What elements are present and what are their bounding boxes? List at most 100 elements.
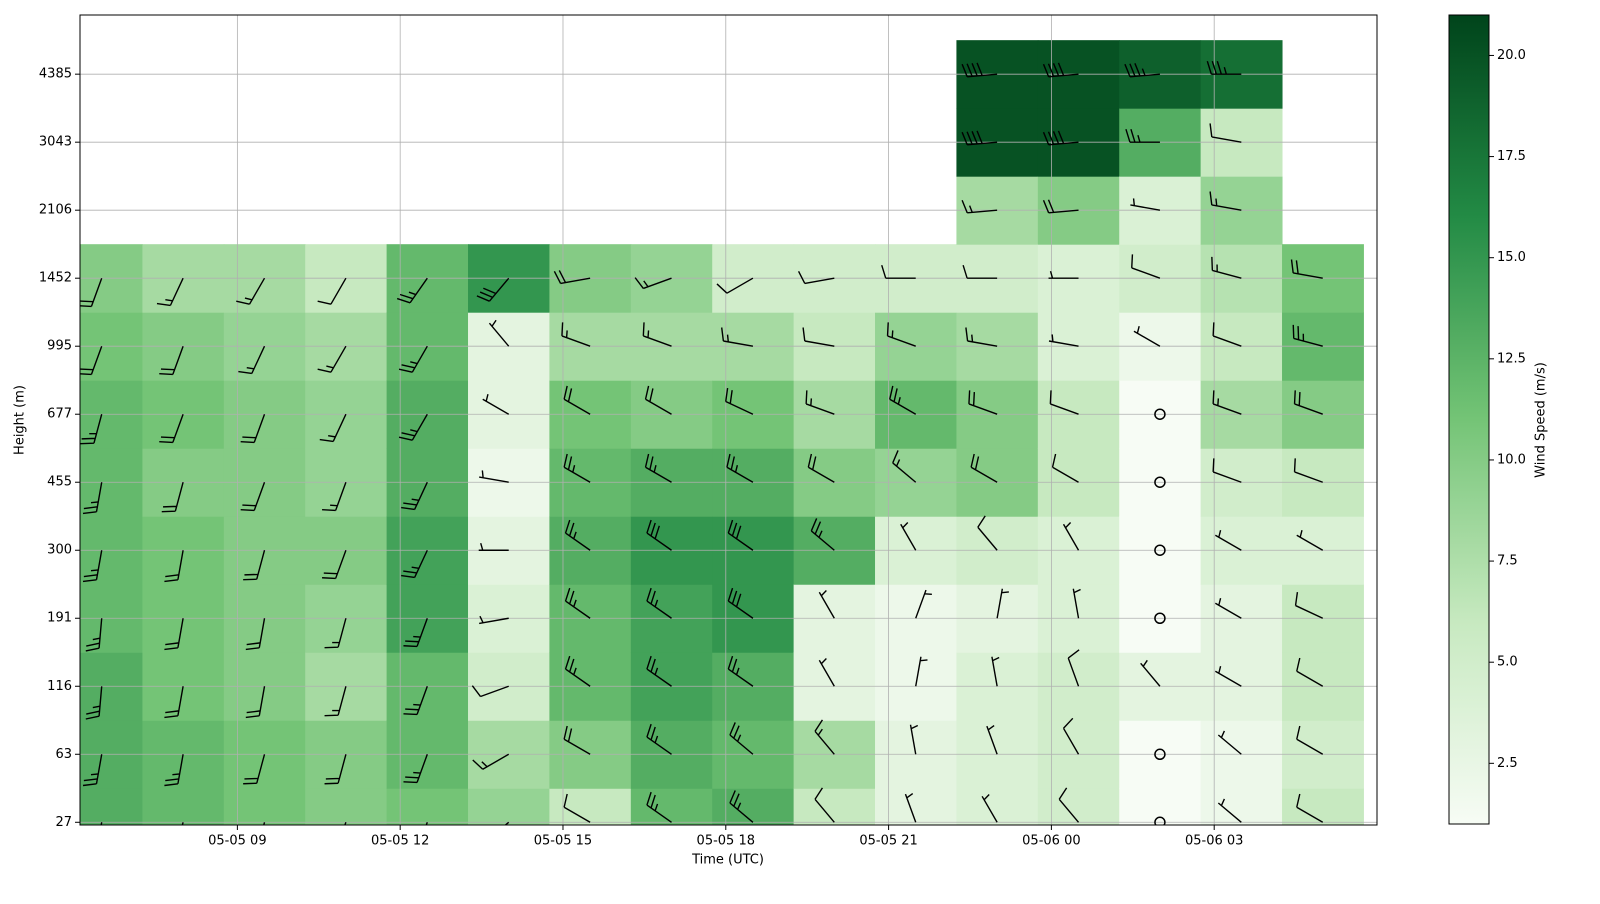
wind-barb	[472, 753, 510, 770]
y-tick-label: 995	[47, 339, 72, 354]
wind-barb	[344, 822, 347, 825]
wind-barb	[1049, 390, 1079, 415]
wind-barb	[245, 618, 266, 651]
wind-barb	[727, 519, 754, 551]
wind-barb	[164, 686, 184, 719]
wind-barb	[403, 686, 428, 716]
grid	[80, 15, 1377, 825]
heat-cell	[468, 788, 550, 825]
wind-barb	[818, 590, 835, 619]
wind-barb	[1048, 271, 1079, 279]
x-tick-label: 05-05 12	[371, 834, 429, 849]
wind-barb	[720, 327, 754, 347]
wind-barb	[82, 754, 103, 787]
wind-barb	[1214, 598, 1242, 619]
wind-barb	[479, 615, 509, 625]
wind-barb	[564, 655, 591, 687]
y-tick-label: 116	[47, 679, 72, 694]
x-tick-label: 05-05 09	[208, 834, 266, 849]
colorbar-tick-label: 10.0	[1497, 452, 1526, 467]
calm-circle	[1154, 816, 1166, 825]
wind-barb	[814, 719, 835, 755]
wind-barb	[1209, 191, 1242, 211]
wind-barb	[892, 450, 917, 483]
wind-barb	[85, 618, 103, 652]
wind-barb	[646, 655, 672, 687]
wind-barb	[324, 754, 347, 785]
wind-barb	[1296, 725, 1324, 755]
wind-barb	[243, 550, 266, 581]
wind-barb	[970, 453, 998, 483]
wind-barb	[909, 724, 919, 755]
wind-barb	[240, 413, 266, 444]
wind-barb	[881, 264, 916, 279]
wind-barb	[805, 390, 835, 415]
wind-barb	[968, 390, 998, 415]
wind-barb	[1131, 254, 1161, 279]
wind-barb	[1212, 390, 1242, 415]
colorbar-tick-label: 12.5	[1497, 351, 1526, 366]
wind-barb	[1042, 130, 1079, 146]
wind-barb	[1293, 458, 1323, 483]
calm-circle	[1154, 748, 1166, 761]
calm-circle	[1154, 612, 1166, 624]
wind-barb	[482, 393, 510, 415]
wind-barb	[564, 587, 591, 619]
wind-barb	[1062, 522, 1080, 551]
wind-barb	[398, 413, 428, 441]
wind-barb	[900, 522, 917, 551]
colorbar-tick-label: 20.0	[1497, 48, 1526, 63]
wind-barb	[1125, 128, 1160, 143]
wind-barb	[818, 658, 835, 687]
wind-barb	[646, 723, 672, 755]
x-tick-label: 05-05 21	[859, 834, 917, 849]
wind-barb	[238, 345, 266, 375]
wind-barb	[1133, 325, 1161, 347]
wind-barb	[322, 549, 347, 580]
wind-barb	[553, 270, 591, 285]
calm-circle	[1154, 476, 1166, 488]
wind-barb	[1051, 453, 1079, 483]
colorbar	[1448, 14, 1490, 825]
y-tick-label: 1452	[39, 271, 72, 286]
wind-barb	[886, 322, 916, 347]
wind-barb	[977, 515, 998, 551]
y-tick-label: 300	[47, 543, 72, 558]
wind-barb	[245, 686, 266, 719]
wind-barb	[1217, 730, 1242, 755]
wind-barb	[317, 345, 347, 373]
wind-barb	[164, 618, 184, 651]
wind-barb	[1067, 649, 1080, 687]
wind-barb	[319, 413, 347, 443]
wind-barb	[1124, 63, 1160, 78]
wind-barb	[961, 130, 998, 146]
wind-barb	[644, 385, 672, 415]
wind-barb	[1042, 199, 1079, 214]
y-tick-label: 677	[47, 407, 72, 422]
wind-barbs	[80, 60, 1324, 825]
wind-barb	[634, 277, 672, 290]
wind-barb	[646, 519, 672, 551]
wind-barb	[961, 199, 998, 214]
wind-barb	[991, 656, 1000, 687]
wind-barb	[1292, 324, 1323, 347]
wind-barb	[814, 787, 835, 823]
wind-barb	[1296, 793, 1324, 823]
y-tick-label: 455	[47, 475, 72, 490]
y-axis-label: Height (m)	[13, 385, 28, 455]
x-tick-label: 05-06 03	[1185, 834, 1243, 849]
wind-barb	[727, 655, 754, 687]
wind-barb	[401, 481, 428, 511]
wind-barb	[646, 791, 672, 823]
x-tick-label: 05-06 00	[1022, 834, 1080, 849]
wind-barb	[1211, 256, 1242, 279]
wind-barb	[1072, 588, 1081, 619]
heat-cell	[956, 788, 1039, 825]
wind-barb	[807, 453, 835, 483]
wind-barb	[161, 482, 184, 513]
wind-barb	[478, 543, 509, 551]
wind-barb	[725, 387, 754, 415]
wind-barb	[156, 277, 184, 307]
